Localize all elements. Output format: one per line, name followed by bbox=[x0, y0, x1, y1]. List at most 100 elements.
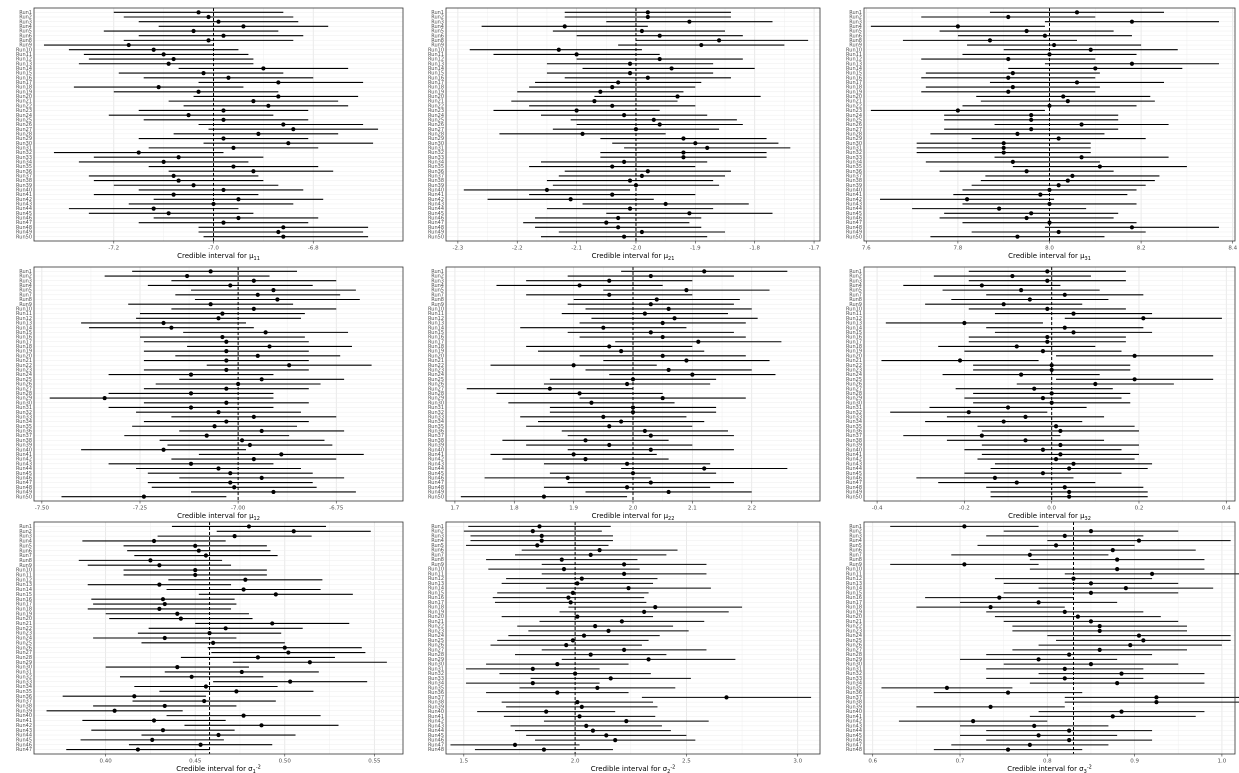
point-estimate bbox=[630, 471, 636, 476]
run-label: Run6 bbox=[849, 33, 862, 39]
point-estimate bbox=[236, 381, 241, 387]
point-estimate bbox=[971, 719, 976, 724]
run-label: Run7 bbox=[19, 553, 32, 559]
point-estimate bbox=[241, 587, 246, 592]
point-estimate bbox=[962, 562, 967, 567]
point-estimate bbox=[1051, 42, 1057, 48]
point-estimate bbox=[530, 681, 535, 686]
point-estimate bbox=[211, 640, 216, 645]
point-estimate bbox=[166, 211, 171, 216]
run-label: Run15 bbox=[428, 330, 444, 336]
point-estimate bbox=[162, 601, 167, 607]
point-estimate bbox=[1058, 452, 1063, 457]
run-label: Run44 bbox=[846, 728, 862, 734]
point-estimate bbox=[157, 563, 162, 568]
run-label: Run27 bbox=[428, 127, 444, 133]
run-label: Run17 bbox=[16, 80, 32, 86]
point-estimate bbox=[577, 391, 582, 396]
point-estimate bbox=[212, 424, 217, 429]
run-label: Run39 bbox=[846, 443, 862, 449]
run-label: Run9 bbox=[431, 43, 444, 49]
run-label: Run22 bbox=[16, 103, 32, 109]
point-estimate bbox=[232, 534, 237, 539]
run-label: Run38 bbox=[16, 704, 32, 710]
run-label: Run5 bbox=[431, 29, 444, 35]
run-label: Run46 bbox=[846, 475, 862, 481]
run-label: Run16 bbox=[428, 595, 444, 601]
point-estimate bbox=[530, 666, 535, 671]
point-estimate bbox=[1075, 614, 1080, 619]
point-estimate bbox=[642, 609, 647, 614]
run-label: Run13 bbox=[16, 61, 32, 67]
run-label: Run32 bbox=[428, 410, 444, 416]
point-estimate bbox=[541, 747, 547, 752]
run-label: Run1 bbox=[19, 524, 32, 530]
point-estimate bbox=[648, 433, 653, 438]
run-label: Run5 bbox=[19, 29, 32, 35]
run-label: Run28 bbox=[428, 652, 444, 658]
run-label: Run42 bbox=[428, 719, 444, 725]
point-estimate bbox=[1006, 56, 1011, 62]
panel-border bbox=[863, 266, 1236, 502]
run-label: Run11 bbox=[428, 311, 444, 317]
run-label: Run5 bbox=[431, 288, 444, 294]
run-label: Run21 bbox=[428, 619, 444, 625]
point-estimate bbox=[216, 316, 221, 321]
point-estimate bbox=[580, 131, 585, 136]
point-estimate bbox=[161, 52, 166, 57]
point-estimate bbox=[1006, 14, 1011, 20]
run-label: Run3 bbox=[849, 19, 862, 25]
point-estimate bbox=[251, 169, 256, 174]
point-estimate bbox=[169, 325, 174, 330]
run-label: Run35 bbox=[846, 164, 862, 170]
point-estimate bbox=[208, 269, 213, 274]
run-label: Run34 bbox=[846, 159, 862, 165]
point-estimate bbox=[530, 529, 535, 534]
run-label: Run48 bbox=[846, 225, 862, 231]
run-label: Run6 bbox=[19, 33, 32, 39]
point-estimate bbox=[544, 187, 550, 193]
point-estimate bbox=[1079, 122, 1084, 127]
point-estimate bbox=[583, 457, 588, 462]
point-estimate bbox=[1040, 395, 1046, 401]
run-label: Run41 bbox=[846, 714, 862, 720]
run-label: Run9 bbox=[431, 562, 444, 568]
run-label: Run19 bbox=[428, 89, 444, 95]
x-tick-label: -2.1 bbox=[571, 246, 582, 252]
point-estimate bbox=[613, 738, 618, 743]
run-label: Run29 bbox=[16, 136, 32, 142]
run-label: Run6 bbox=[431, 33, 444, 39]
run-label: Run45 bbox=[846, 471, 862, 477]
run-label: Run24 bbox=[428, 633, 444, 639]
run-label: Run10 bbox=[846, 306, 862, 312]
point-estimate bbox=[135, 747, 140, 752]
point-estimate bbox=[157, 582, 162, 587]
run-label: Run3 bbox=[849, 533, 862, 539]
point-estimate bbox=[286, 141, 291, 146]
point-estimate bbox=[696, 339, 701, 344]
point-estimate bbox=[1070, 173, 1075, 179]
run-label: Run43 bbox=[428, 202, 444, 208]
run-label: Run33 bbox=[846, 676, 862, 682]
run-label: Run43 bbox=[16, 461, 32, 467]
point-estimate bbox=[224, 386, 229, 391]
point-estimate bbox=[1062, 676, 1067, 681]
run-label: Run44 bbox=[16, 733, 32, 739]
forest-panel: Run1Run2Run3Run4Run5Run6Run8Run9Run10Run… bbox=[428, 7, 821, 262]
point-estimate bbox=[1097, 647, 1102, 652]
point-estimate bbox=[653, 605, 658, 610]
run-label: Run16 bbox=[846, 75, 862, 81]
run-label: Run29 bbox=[846, 136, 862, 142]
run-label: Run24 bbox=[16, 636, 32, 642]
point-estimate bbox=[579, 704, 584, 709]
run-label: Run41 bbox=[428, 192, 444, 198]
point-estimate bbox=[1005, 747, 1011, 752]
x-axis-label: Credible interval for μ32 bbox=[1008, 512, 1091, 522]
run-label: Run25 bbox=[846, 638, 862, 644]
run-label: Run3 bbox=[19, 278, 32, 284]
run-label: Run26 bbox=[428, 122, 444, 128]
point-estimate bbox=[575, 700, 580, 705]
run-label: Run20 bbox=[16, 353, 32, 359]
point-estimate bbox=[607, 424, 612, 429]
point-estimate bbox=[221, 220, 226, 225]
